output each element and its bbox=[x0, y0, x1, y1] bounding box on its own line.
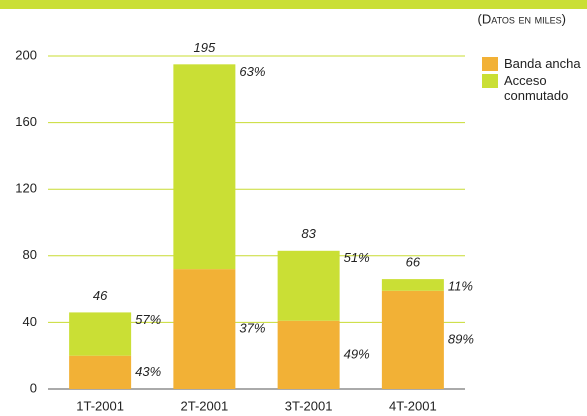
y-tick-label: 120 bbox=[15, 181, 37, 196]
percent-label: 37% bbox=[239, 320, 265, 335]
bar-segment bbox=[69, 312, 132, 356]
y-tick-label: 160 bbox=[15, 114, 37, 129]
x-tick-label: 3T-2001 bbox=[285, 398, 333, 413]
y-tick-label: 40 bbox=[23, 314, 37, 329]
total-label: 66 bbox=[406, 255, 421, 270]
x-tick-label: 1T-2001 bbox=[76, 398, 124, 413]
y-tick-label: 200 bbox=[15, 47, 37, 62]
percent-label: 49% bbox=[344, 346, 370, 361]
legend-swatch bbox=[482, 57, 498, 71]
y-tick-label: 80 bbox=[23, 247, 37, 262]
bar-segment bbox=[173, 64, 236, 270]
percent-label: 57% bbox=[135, 312, 161, 327]
header-band bbox=[0, 0, 587, 9]
total-label: 46 bbox=[93, 288, 108, 303]
legend-label: Acceso conmutado bbox=[504, 73, 569, 103]
bar-segment bbox=[381, 279, 444, 291]
y-tick-label: 0 bbox=[30, 380, 37, 395]
bar-segment bbox=[277, 320, 340, 389]
bar-segment bbox=[173, 269, 236, 389]
total-label: 83 bbox=[301, 226, 316, 241]
legend-swatch bbox=[482, 74, 498, 88]
percent-label: 63% bbox=[239, 64, 265, 79]
bar-segment bbox=[381, 290, 444, 389]
total-label: 195 bbox=[194, 40, 216, 55]
unit-note: (Datos en miles) bbox=[478, 11, 566, 26]
x-tick-label: 2T-2001 bbox=[181, 398, 229, 413]
legend-label: Banda ancha bbox=[504, 56, 581, 71]
percent-label: 43% bbox=[135, 364, 161, 379]
percent-label: 89% bbox=[448, 331, 474, 346]
x-tick-label: 4T-2001 bbox=[389, 398, 437, 413]
bar-segment bbox=[277, 250, 340, 321]
percent-label: 11% bbox=[448, 279, 473, 294]
percent-label: 51% bbox=[344, 250, 370, 265]
bar-segment bbox=[69, 355, 132, 389]
